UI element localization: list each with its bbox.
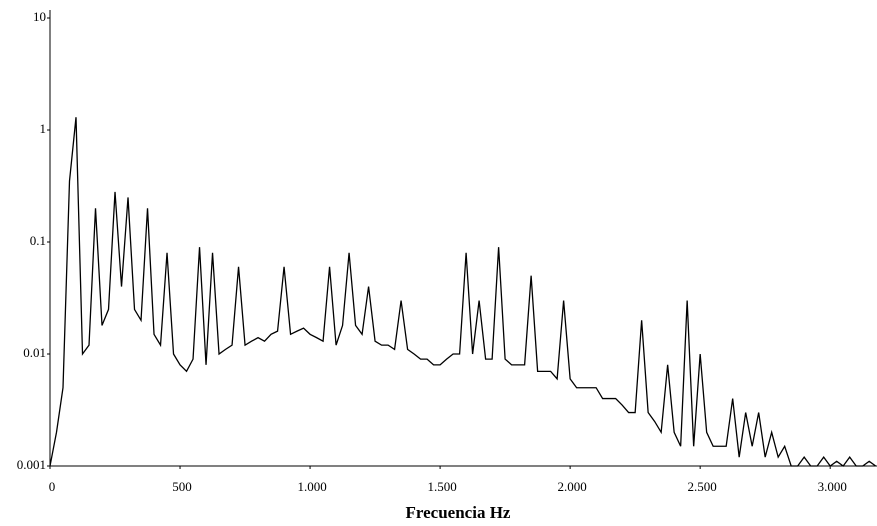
y-tick-label: 0.001 [17, 457, 46, 472]
x-axis-label: Frecuencia Hz [406, 503, 511, 522]
x-tick-label: 500 [172, 479, 192, 494]
y-tick-label: 0.01 [23, 345, 46, 360]
x-tick-label: 3.000 [818, 479, 847, 494]
x-tick-label: 2.000 [558, 479, 587, 494]
y-tick-label: 0.1 [30, 233, 46, 248]
x-tick-label: 2.500 [688, 479, 717, 494]
x-tick-label: 1.000 [297, 479, 326, 494]
y-tick-label: 1 [40, 121, 47, 136]
spectrum-line [49, 117, 877, 467]
y-tick-label: 10 [33, 9, 46, 24]
x-tick-label: 1.500 [427, 479, 456, 494]
x-tick-label: 0 [49, 479, 56, 494]
